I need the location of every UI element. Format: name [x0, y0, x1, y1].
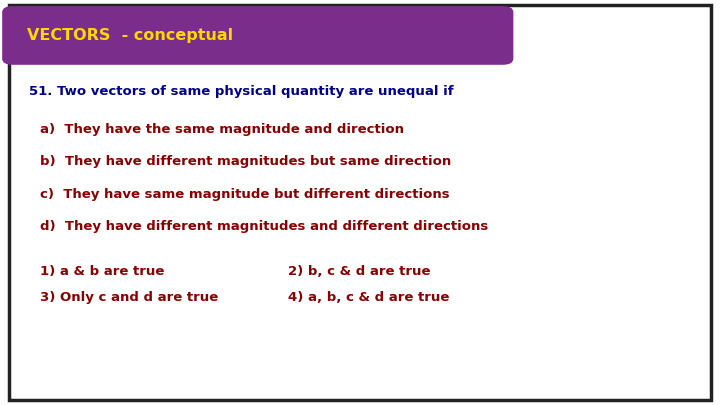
FancyBboxPatch shape	[9, 5, 711, 400]
Text: 2) b, c & d are true: 2) b, c & d are true	[288, 265, 431, 278]
Text: c)  They have same magnitude but different directions: c) They have same magnitude but differen…	[40, 188, 449, 201]
Text: VECTORS  - conceptual: VECTORS - conceptual	[27, 28, 233, 43]
Text: 3) Only c and d are true: 3) Only c and d are true	[40, 291, 218, 304]
Text: d)  They have different magnitudes and different directions: d) They have different magnitudes and di…	[40, 220, 488, 233]
Text: b)  They have different magnitudes but same direction: b) They have different magnitudes but sa…	[40, 156, 451, 168]
FancyBboxPatch shape	[2, 6, 513, 65]
Text: 51. Two vectors of same physical quantity are unequal if: 51. Two vectors of same physical quantit…	[29, 85, 454, 98]
Text: 1) a & b are true: 1) a & b are true	[40, 265, 164, 278]
Text: a)  They have the same magnitude and direction: a) They have the same magnitude and dire…	[40, 123, 404, 136]
Text: 4) a, b, c & d are true: 4) a, b, c & d are true	[288, 291, 449, 304]
